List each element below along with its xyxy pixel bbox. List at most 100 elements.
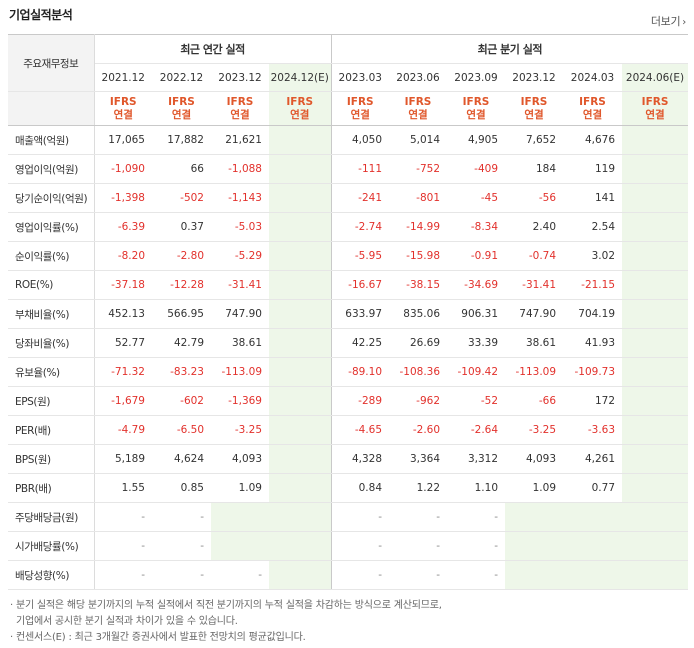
value-cell: -45 <box>447 183 506 213</box>
ifrs-top: IFRS <box>226 95 254 108</box>
value-cell: -1,398 <box>94 183 152 213</box>
value-cell: - <box>447 502 506 532</box>
value-cell: 21,621 <box>211 125 269 155</box>
value-cell: -83.23 <box>152 357 211 387</box>
value-cell: 4,261 <box>563 444 623 474</box>
period-header: 2024.06(E) <box>622 63 689 92</box>
value-cell <box>269 386 332 416</box>
row-label: PER(배) <box>8 415 95 445</box>
value-cell: 1.22 <box>389 473 448 503</box>
value-cell <box>622 183 689 213</box>
value-cell: -2.60 <box>389 415 448 445</box>
ifrs-bottom: 연결 <box>350 108 370 121</box>
value-cell <box>269 357 332 387</box>
value-cell: -1,679 <box>94 386 152 416</box>
table-row: 부채비율(%) 452.13 566.95 747.90 633.97 835.06 906… <box>8 299 689 329</box>
table-row: PER(배) -4.79 -6.50 -3.25 -4.65 -2.60 -2.64 -3.2… <box>8 415 689 445</box>
value-cell <box>505 560 564 590</box>
row-label: 시가배당률(%) <box>8 531 95 561</box>
ifrs-top: IFRS <box>404 95 432 108</box>
row-label: ROE(%) <box>8 270 95 300</box>
row-header: 주요재무정보 <box>8 34 95 92</box>
value-cell: 7,652 <box>505 125 564 155</box>
value-cell: 42.79 <box>152 328 211 358</box>
ifrs-label: IFRS 연결 <box>389 91 448 126</box>
value-cell: 566.95 <box>152 299 211 329</box>
value-cell: 4,093 <box>211 444 269 474</box>
value-cell <box>622 415 689 445</box>
period-header: 2023.09 <box>447 63 506 92</box>
value-cell: -89.10 <box>330 357 390 387</box>
value-cell: -4.79 <box>94 415 152 445</box>
value-cell <box>622 328 689 358</box>
value-cell: -8.34 <box>447 212 506 242</box>
value-cell: - <box>330 560 390 590</box>
ifrs-label: IFRS 연결 <box>211 91 269 126</box>
value-cell: -1,143 <box>211 183 269 213</box>
value-cell: 26.69 <box>389 328 448 358</box>
value-cell <box>622 560 689 590</box>
row-label: 순이익률(%) <box>8 241 95 271</box>
value-cell <box>505 502 564 532</box>
value-cell: 2.54 <box>563 212 623 242</box>
more-link[interactable]: 더보기 › <box>651 13 686 29</box>
value-cell: -0.91 <box>447 241 506 271</box>
value-cell: -241 <box>330 183 390 213</box>
period-header: 2023.12 <box>505 63 564 92</box>
value-cell: - <box>152 560 211 590</box>
value-cell: 66 <box>152 154 211 184</box>
value-cell: 0.84 <box>330 473 390 503</box>
value-cell: 4,624 <box>152 444 211 474</box>
value-cell: -71.32 <box>94 357 152 387</box>
value-cell: 747.90 <box>211 299 269 329</box>
value-cell: 4,093 <box>505 444 564 474</box>
row-label: BPS(원) <box>8 444 95 474</box>
value-cell: -1,369 <box>211 386 269 416</box>
value-cell: 704.19 <box>563 299 623 329</box>
value-cell: 1.10 <box>447 473 506 503</box>
table-row: BPS(원) 5,189 4,624 4,093 4,328 3,364 3,312 4,09… <box>8 444 689 474</box>
ifrs-bottom: 연결 <box>408 108 428 121</box>
ifrs-bottom: 연결 <box>582 108 603 121</box>
value-cell <box>622 531 689 561</box>
value-cell <box>211 531 269 561</box>
footnote-3: · 컨센서스(E) : 최근 3개월간 증권사에서 발표한 전망치의 평균값입니… <box>10 632 306 643</box>
value-cell: - <box>94 560 152 590</box>
value-cell: - <box>211 560 269 590</box>
ifrs-bottom: 연결 <box>524 108 544 121</box>
value-cell: 1.09 <box>505 473 564 503</box>
value-cell <box>269 560 332 590</box>
value-cell <box>622 299 689 329</box>
value-cell: 0.85 <box>152 473 211 503</box>
value-cell <box>269 183 332 213</box>
value-cell: 633.97 <box>330 299 390 329</box>
row-label: PBR(배) <box>8 473 95 503</box>
value-cell <box>269 212 332 242</box>
value-cell: -3.63 <box>563 415 623 445</box>
ifrs-label: IFRS 연결 <box>94 91 152 126</box>
value-cell: -602 <box>152 386 211 416</box>
value-cell: 5,014 <box>389 125 448 155</box>
ifrs-label: IFRS 연결 <box>447 91 506 126</box>
value-cell: -962 <box>389 386 448 416</box>
table-row: ROE(%) -37.18 -12.28 -31.41 -16.67 -38.15 -34.… <box>8 270 689 300</box>
value-cell: -111 <box>330 154 390 184</box>
value-cell <box>622 241 689 271</box>
value-cell <box>622 444 689 474</box>
value-cell <box>622 270 689 300</box>
value-cell: 0.37 <box>152 212 211 242</box>
value-cell: 17,065 <box>94 125 152 155</box>
ifrs-top: IFRS <box>109 95 137 108</box>
ifrs-top: IFRS <box>168 95 195 108</box>
value-cell: -21.15 <box>563 270 623 300</box>
value-cell: 1.55 <box>94 473 152 503</box>
footnote-2: 기업에서 공시한 분기 실적과 차이가 있을 수 있습니다. <box>10 616 238 627</box>
value-cell: 3,364 <box>389 444 448 474</box>
value-cell: -109.42 <box>447 357 506 387</box>
period-header: 2023.06 <box>389 63 448 92</box>
value-cell: 3.02 <box>563 241 623 271</box>
table-row: 매출액(억원) 17,065 17,882 21,621 4,050 5,014 4,905… <box>8 125 689 155</box>
value-cell <box>269 473 332 503</box>
table-row: 당좌비율(%) 52.77 42.79 38.61 42.25 26.69 33.39 38.… <box>8 328 689 358</box>
value-cell: 4,905 <box>447 125 506 155</box>
